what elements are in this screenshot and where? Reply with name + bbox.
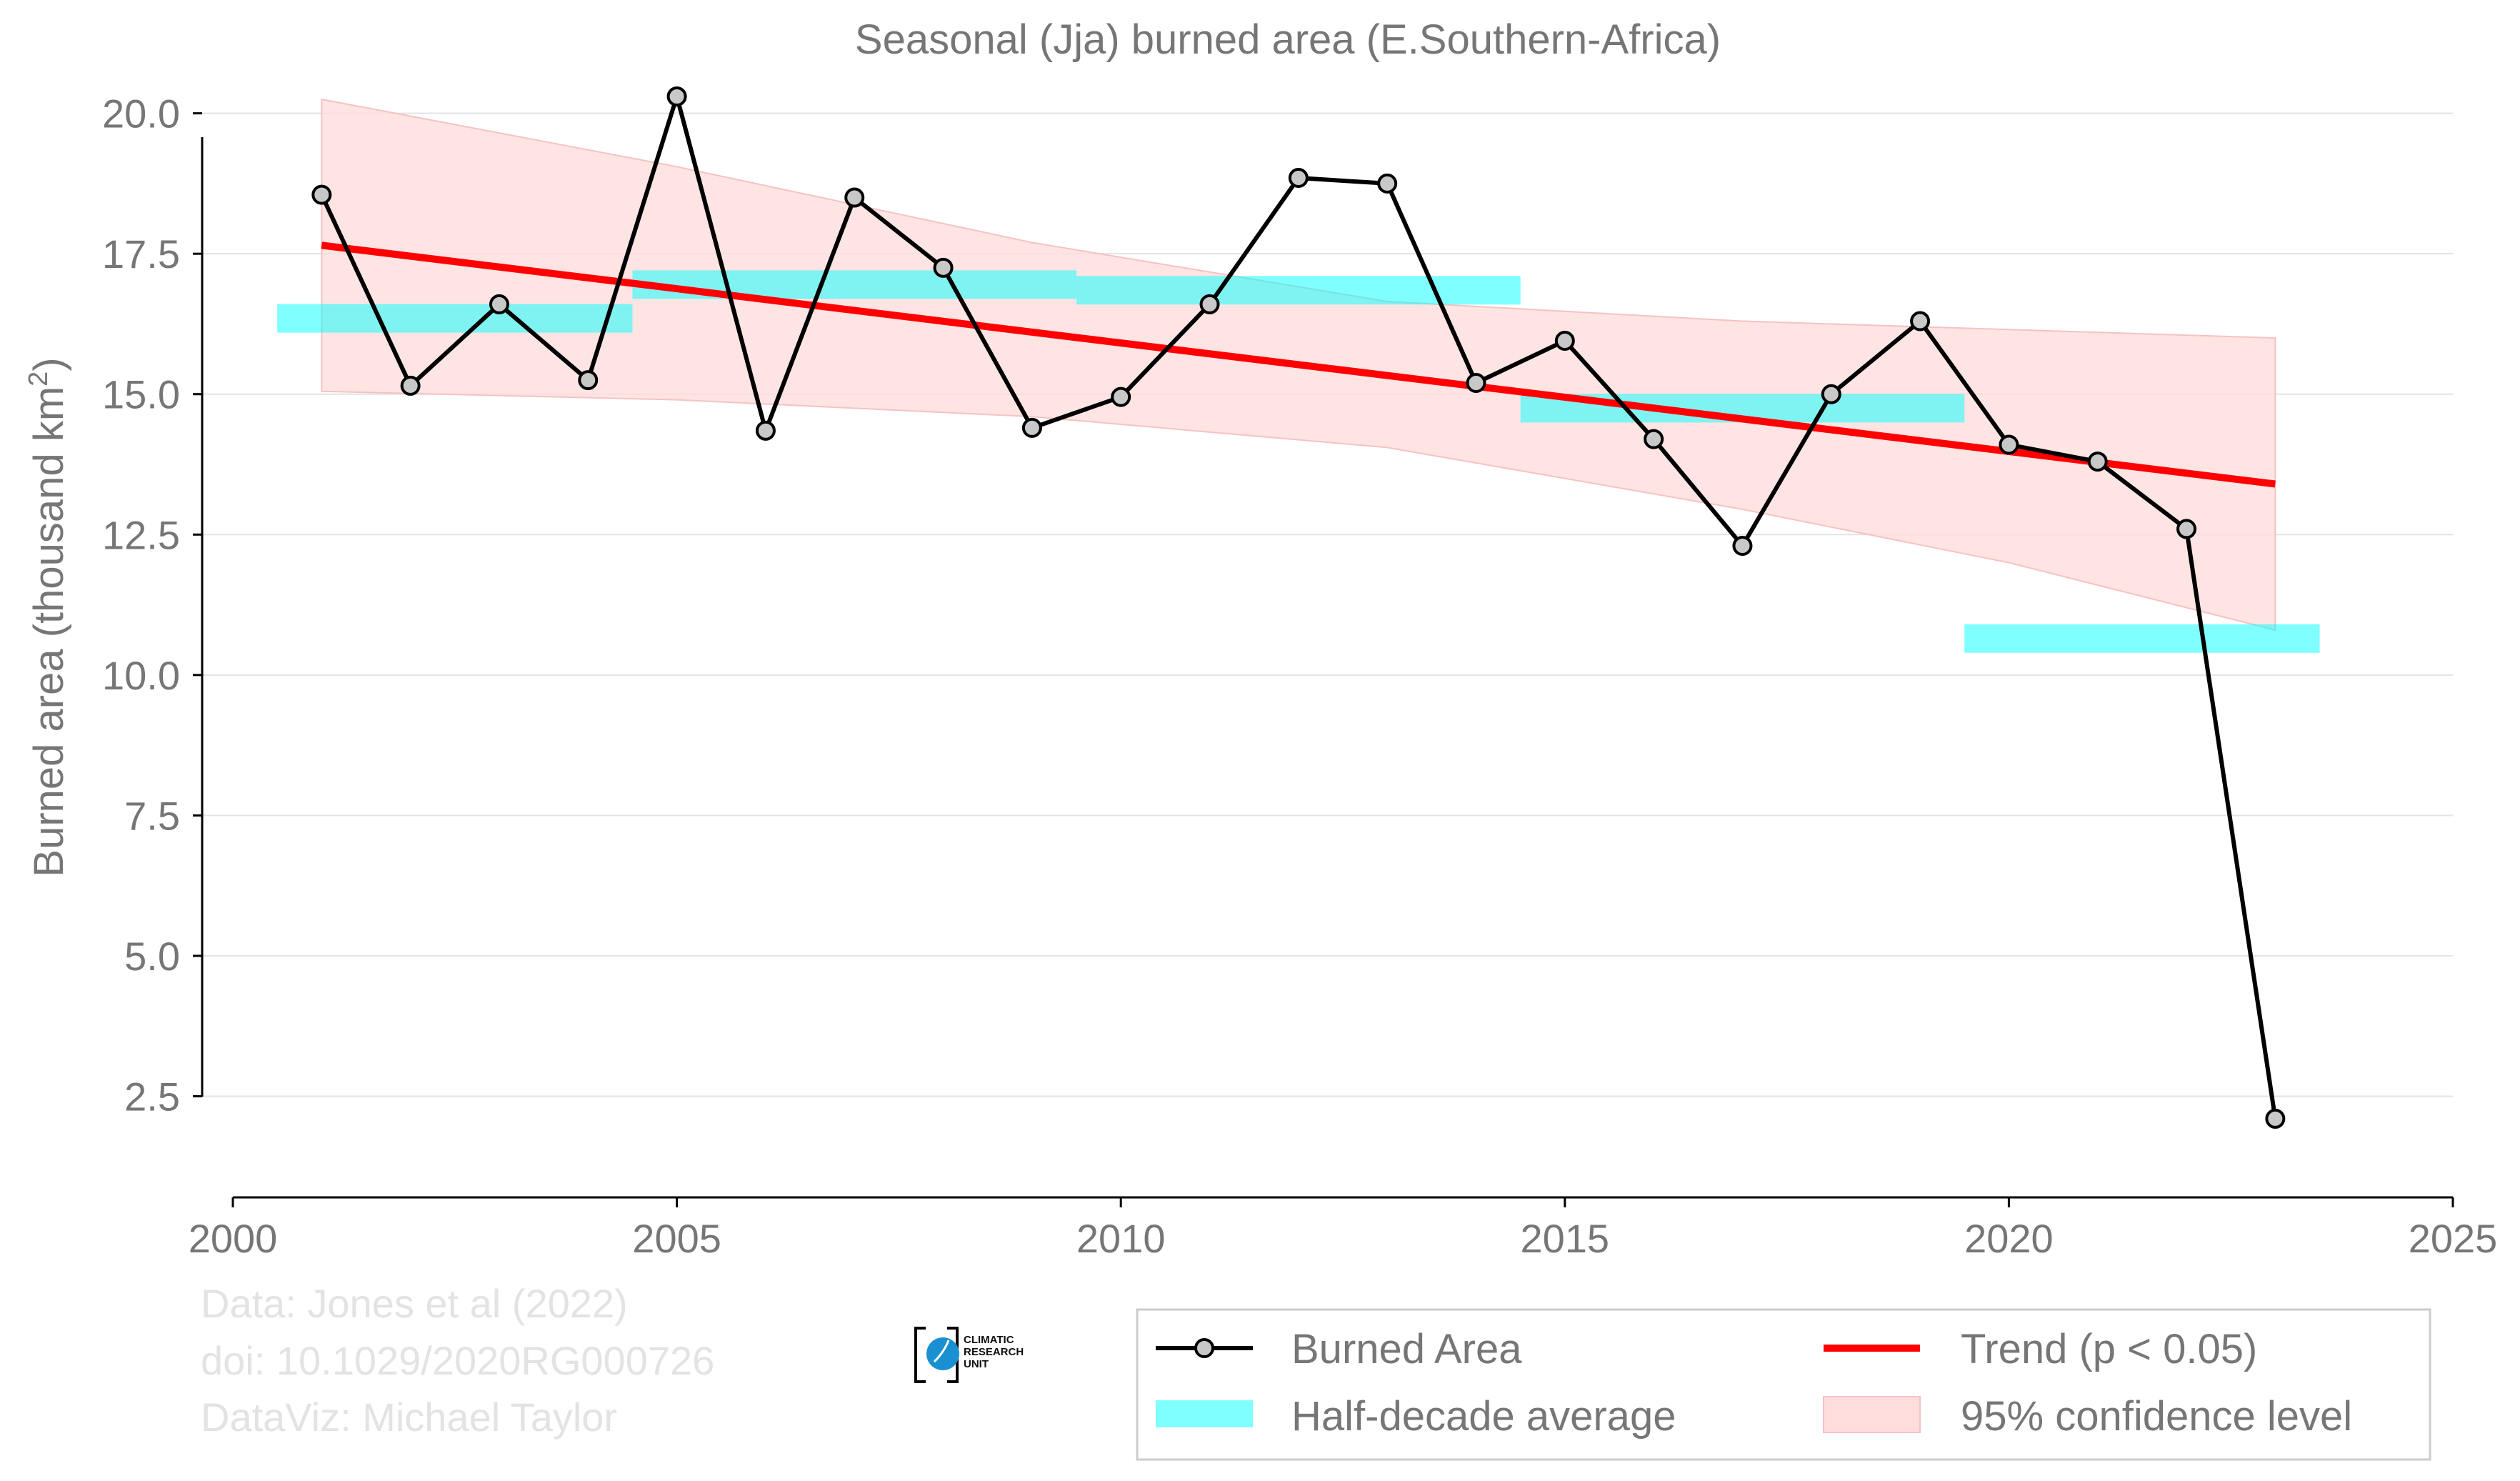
y-axis-label-close: ) [26, 357, 72, 371]
half-decade-bar [277, 304, 633, 333]
data-point [1910, 311, 1931, 331]
data-point [1377, 173, 1398, 194]
y-tick-label: 2.5 [124, 1074, 180, 1119]
half-decade-bar [1964, 624, 2320, 653]
y-axis-label: Burned area (thousand km2) [24, 357, 72, 877]
data-point [755, 420, 776, 441]
data-point [578, 370, 599, 391]
legend-band-swatch [1823, 1396, 1921, 1433]
data-point [2087, 452, 2108, 472]
logo-line-3: UNIT [964, 1358, 989, 1370]
cru-logo: CLIMATIC RESEARCH UNIT [914, 1327, 1024, 1383]
legend-item-burned-area: Burned Area [1156, 1326, 1522, 1372]
y-tick-label: 20.0 [102, 91, 180, 136]
data-point [933, 257, 954, 278]
chart-title: Seasonal (Jja) burned area (E.Southern-A… [855, 16, 1721, 63]
y-axis-label-main: Burned area (thousand km [26, 387, 72, 877]
trend-line-path [321, 241, 2276, 488]
data-point [1999, 434, 2019, 455]
globe-highlight [933, 1340, 950, 1363]
y-axis-label-superscript: 2 [24, 372, 54, 387]
globe-icon [926, 1337, 959, 1370]
data-point [1111, 387, 1131, 407]
data-point [844, 187, 865, 208]
logo-line-2: RESEARCH [964, 1346, 1024, 1358]
data-point [1199, 294, 1220, 314]
legend-label-burned-area: Burned Area [1291, 1326, 1522, 1372]
x-tick-label: 2010 [1076, 1216, 1166, 1261]
y-axis-ticks: 2.5 5.0 7.5 10.0 12.5 15.0 17.5 20.0 [102, 91, 202, 1119]
y-tick-label: 15.0 [102, 372, 180, 417]
legend-label-half-decade: Half-decade average [1291, 1393, 1676, 1440]
y-tick-label: 10.0 [102, 653, 180, 698]
legend: Burned Area Half-decade average Trend (p… [1136, 1308, 2431, 1461]
logo-line-1: CLIMATIC [964, 1334, 1014, 1346]
data-point [400, 375, 421, 396]
data-point [1821, 384, 1841, 404]
x-tick-label: 2025 [2409, 1216, 2498, 1261]
x-tick-label: 2020 [1964, 1216, 2054, 1261]
source-line-1: Data: Jones et al (2022) [201, 1281, 628, 1326]
y-tick-label: 5.0 [124, 934, 180, 979]
data-point [1554, 331, 1575, 351]
legend-item-trend: Trend (p < 0.05) [1824, 1326, 2257, 1372]
source-line-3: DataViz: Michael Taylor [201, 1395, 617, 1440]
x-tick-label: 2015 [1521, 1216, 1610, 1261]
source-line-2: doi: 10.1029/2020RG000726 [201, 1338, 714, 1383]
burned-area-series [311, 86, 2286, 1129]
data-point [1644, 429, 1664, 449]
legend-label-confidence: 95% confidence level [1961, 1393, 2352, 1440]
legend-item-confidence: 95% confidence level [1823, 1393, 2352, 1440]
legend-label-trend: Trend (p < 0.05) [1961, 1326, 2257, 1372]
legend-item-half-decade: Half-decade average [1156, 1393, 1676, 1440]
x-tick-label: 2005 [632, 1216, 721, 1261]
data-point [1732, 536, 1753, 556]
legend-marker-swatch [1194, 1338, 1214, 1358]
data-point [2265, 1108, 2286, 1129]
legend-box [1136, 1308, 2431, 1461]
data-point [311, 184, 332, 205]
data-point [666, 86, 687, 107]
y-tick-label: 17.5 [102, 231, 180, 276]
legend-bar-swatch [1156, 1400, 1253, 1427]
data-point [1021, 417, 1042, 438]
half-decade-bar [1076, 276, 1521, 305]
data-point [489, 294, 509, 314]
y-tick-label: 12.5 [102, 512, 180, 557]
y-tick-label: 7.5 [124, 793, 180, 838]
x-tick-label: 2000 [189, 1216, 278, 1261]
x-axis-ticks: 2000 2005 2010 2015 2020 2025 [189, 1197, 2498, 1261]
data-point [1288, 168, 1309, 189]
data-point [2176, 519, 2197, 539]
trend-line [321, 241, 2276, 488]
data-point [1466, 373, 1486, 393]
